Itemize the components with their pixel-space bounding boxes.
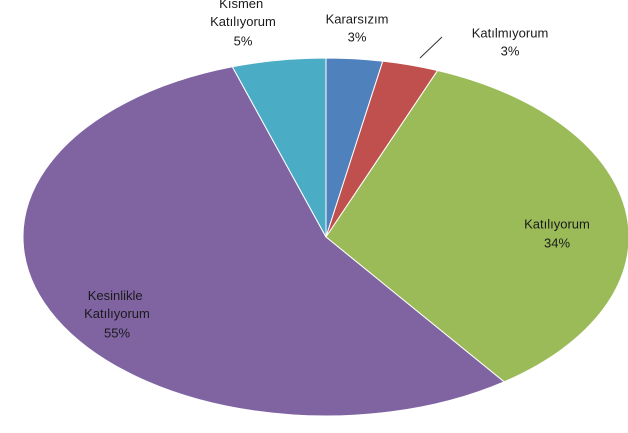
- value-label: 34%: [544, 235, 570, 250]
- leader-line: [419, 36, 443, 59]
- pie-slice: [231, 57, 327, 238]
- label-line: Kısmen: [219, 0, 267, 11]
- label-line: Kesinlikle: [88, 288, 147, 303]
- label-line: Katılıyorum: [210, 14, 276, 29]
- value-label: 55%: [104, 325, 130, 340]
- value-label: 3%: [348, 29, 367, 44]
- value-label: 5%: [234, 33, 253, 48]
- slice-label: Kesinlikle Katılıyorum: [84, 288, 150, 321]
- slice-label: Katılıyorum: [524, 216, 590, 231]
- slice-label: Kararsızım: [326, 11, 389, 26]
- pie-slice: [22, 66, 506, 417]
- pie-slice: [325, 70, 628, 383]
- slice-label: Katılmıyorum: [472, 25, 549, 40]
- slice-label: Kısmen Katılıyorum: [210, 0, 276, 29]
- value-label: 3%: [501, 43, 520, 58]
- label-line: Katılıyorum: [84, 306, 150, 321]
